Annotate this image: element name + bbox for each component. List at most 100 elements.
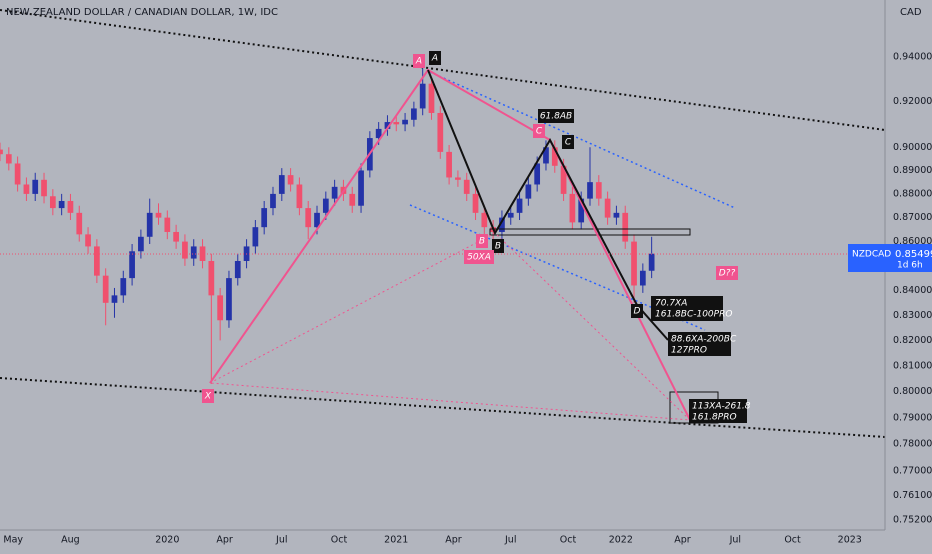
label-box: [668, 332, 731, 356]
candle-body: [331, 186, 338, 199]
zone-box: [489, 228, 691, 236]
plot-area: [0, 68, 655, 384]
y-tick-label: 0.84000: [893, 285, 932, 296]
candle-body: [613, 212, 620, 218]
y-tick-label: 0.83000: [893, 310, 932, 321]
y-tick-label: 0.87000: [893, 212, 932, 223]
candle-body: [261, 208, 268, 228]
y-tick-label: 0.75200: [893, 515, 932, 526]
candle-body: [155, 212, 162, 218]
y-tick-label: 0.81000: [893, 360, 932, 371]
pattern-leg: [209, 68, 691, 421]
candle-body: [428, 83, 435, 113]
candle-body: [384, 122, 391, 129]
ratio-label: 61.8AB: [540, 112, 572, 122]
point-label: A: [415, 57, 422, 67]
candle-body: [67, 200, 74, 213]
candle-body: [648, 253, 655, 271]
candle-body: [234, 260, 241, 279]
pattern-dotted: [209, 232, 692, 421]
y-tick-label: 0.80000: [893, 386, 932, 397]
pattern-leg: [427, 69, 669, 341]
x-axis: May Aug 2020 Apr Jul Oct 2021 Apr Jul Oct 2022 Apr J…: [3, 535, 861, 546]
candle-body: [393, 122, 400, 125]
label-box: [689, 399, 747, 423]
point-label: C: [565, 138, 572, 148]
point-label: B: [495, 242, 501, 252]
candle-body: [76, 212, 83, 235]
candle-body: [604, 198, 611, 218]
candle-body: [0, 149, 3, 155]
label-box: [562, 135, 574, 149]
trend-line: [0, 9, 886, 131]
y-tick-label: 0.92000: [893, 96, 932, 107]
candle-body: [111, 295, 118, 303]
x-tick-label: Oct: [331, 535, 348, 546]
candle-body: [322, 198, 329, 213]
y-tick-label: 0.89000: [893, 165, 932, 176]
channel-line: [429, 71, 736, 209]
candle-body: [419, 83, 426, 109]
candle-body: [138, 236, 144, 252]
label-box: [429, 51, 441, 65]
label-box: [202, 389, 214, 403]
x-tick-label: May: [3, 535, 23, 546]
symbol-tag: NZDCAD: [852, 250, 891, 260]
y-tick-label: 0.78000: [893, 439, 932, 450]
y-tick-label: 0.77000: [893, 465, 932, 476]
ratio-label: 50XA: [467, 253, 491, 263]
y-tick-label: 0.94000: [893, 52, 932, 63]
y-tick-label: 0.88000: [893, 188, 932, 199]
candle-body: [146, 212, 153, 237]
x-tick-label: Jul: [504, 535, 516, 546]
ratio-label: 88.6XA-200BC: [671, 335, 737, 345]
candle-body: [437, 112, 444, 152]
candle-body: [173, 231, 179, 242]
labels: A A 61.8AB C C B B 50XA X D 70.7XA 161.8…: [202, 51, 751, 423]
point-label: A: [431, 54, 438, 64]
x-tick-label: Apr: [674, 535, 691, 546]
label-box: [651, 296, 723, 321]
candle-body: [41, 179, 47, 197]
candle-body: [129, 251, 135, 279]
drawings: [0, 9, 886, 438]
candle-body: [252, 227, 259, 247]
candle-body: [5, 154, 12, 164]
candle-body: [49, 196, 56, 209]
candle-body: [305, 208, 312, 228]
candle-body: [58, 200, 65, 209]
candle-body: [23, 184, 30, 194]
ratio-label: 161.8PRO: [692, 413, 737, 423]
candle-body: [296, 184, 303, 209]
candle-body: [569, 193, 576, 223]
candle-body: [551, 147, 558, 166]
candle-body: [463, 179, 470, 194]
candle-body: [182, 241, 188, 259]
candle-body: [14, 163, 21, 185]
candle-body: [516, 198, 523, 213]
x-tick-label: 2021: [384, 535, 408, 546]
candle-body: [481, 212, 488, 228]
candle-body: [446, 151, 452, 178]
x-tick-label: Oct: [560, 535, 577, 546]
candle-body: [622, 212, 629, 242]
candle-body: [287, 175, 294, 185]
candle-body: [507, 212, 514, 218]
candle-body: [208, 260, 215, 296]
x-tick-label: Apr: [445, 535, 462, 546]
price-tag: [848, 244, 932, 272]
x-tick-label: 2023: [838, 535, 862, 546]
y-tick-label: 0.76100: [893, 490, 932, 501]
label-box: [476, 234, 488, 248]
candle-body: [375, 128, 382, 139]
candle-body: [411, 108, 417, 120]
trend-line: [0, 377, 886, 438]
x-tick-label: Jul: [729, 535, 741, 546]
candle-body: [314, 212, 320, 228]
candle-body: [358, 170, 364, 206]
candle-body: [578, 198, 585, 223]
candle-body: [560, 165, 567, 194]
label-box: [716, 266, 738, 280]
point-label: D: [634, 307, 641, 317]
